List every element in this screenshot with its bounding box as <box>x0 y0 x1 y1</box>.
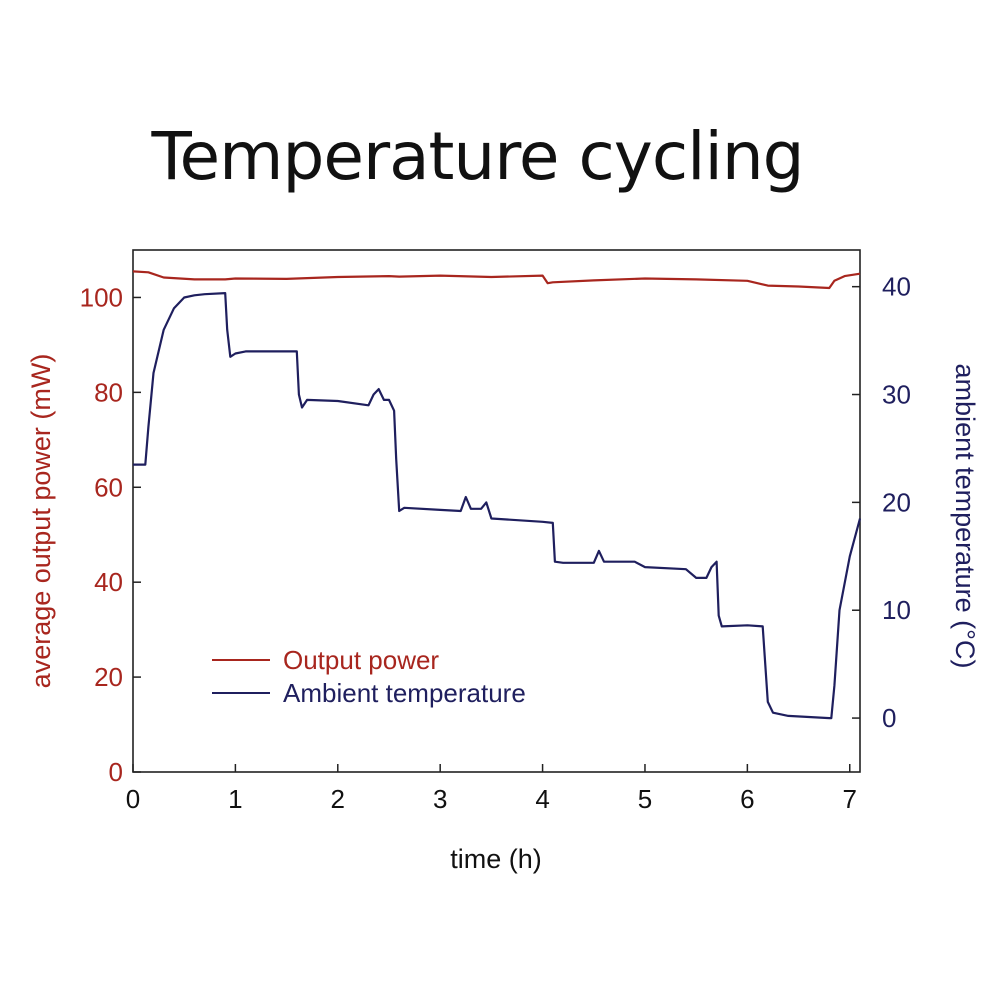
series-line-ambient-temperature <box>133 292 862 720</box>
x-tick-label: 7 <box>843 784 857 814</box>
plot-frame <box>132 249 861 773</box>
x-tick-label: 2 <box>331 784 345 814</box>
legend-label-ambient-temperature: Ambient temperature <box>283 678 526 708</box>
legend-label-output-power: Output power <box>283 645 439 675</box>
left-y-tick-label: 60 <box>94 472 123 502</box>
left-y-tick-label: 40 <box>94 567 123 597</box>
series-line-output-power <box>132 270 861 290</box>
x-tick-label: 1 <box>228 784 242 814</box>
series-layer <box>132 270 862 720</box>
right-y-tick-label: 40 <box>882 272 911 302</box>
left-y-tick-label: 20 <box>94 662 123 692</box>
left-y-tick-label: 100 <box>80 282 123 312</box>
x-tick-label: 6 <box>740 784 754 814</box>
chart-title: Temperature cycling <box>151 118 804 195</box>
legend: Output power Ambient temperature <box>212 645 526 708</box>
left-y-axis-label: average output power (mW) <box>26 354 56 689</box>
right-y-tick-label: 30 <box>882 380 911 410</box>
right-y-tick-label: 0 <box>882 703 896 733</box>
x-axis-label: time (h) <box>450 844 542 874</box>
right-y-tick-label: 20 <box>882 487 911 517</box>
left-y-tick-label: 80 <box>94 377 123 407</box>
x-tick-label: 5 <box>638 784 652 814</box>
left-y-axis-ticks: 0 20 40 60 80 100 <box>80 282 141 787</box>
right-y-axis-ticks: 0 10 20 30 40 <box>852 272 911 733</box>
x-axis-ticks: 0 1 2 3 4 5 6 7 <box>126 764 857 814</box>
left-y-tick-label: 0 <box>109 757 123 787</box>
right-y-axis-label: ambient temperature (°C) <box>950 364 980 669</box>
x-tick-label: 0 <box>126 784 140 814</box>
x-tick-label: 4 <box>535 784 549 814</box>
x-tick-label: 3 <box>433 784 447 814</box>
right-y-tick-label: 10 <box>882 595 911 625</box>
